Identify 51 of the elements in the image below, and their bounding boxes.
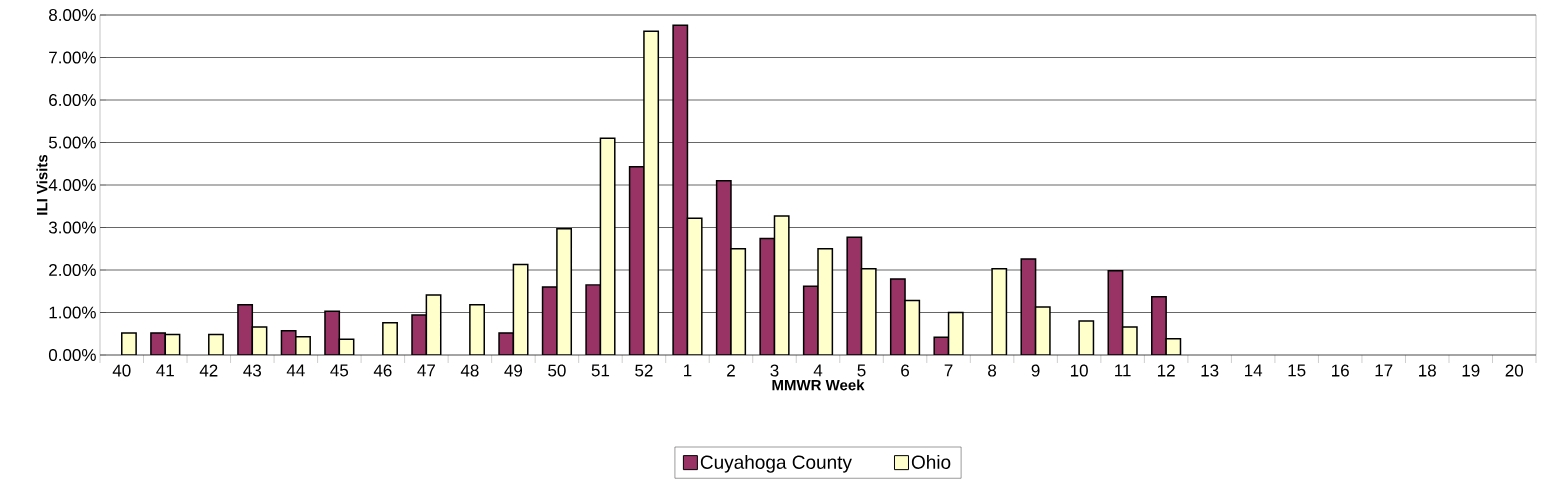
y-tick-label: 2.00%	[49, 263, 96, 277]
x-tick-label: 3	[770, 364, 779, 377]
y-tick-label: 6.00%	[49, 93, 96, 107]
x-tick-label: 40	[112, 364, 131, 377]
x-tick-label: 12	[1157, 364, 1175, 377]
bar	[599, 137, 616, 355]
x-tick-label: 47	[417, 364, 435, 377]
x-tick-label: 51	[591, 364, 610, 377]
x-tick-label: 18	[1419, 364, 1436, 377]
x-tick-label: 19	[1462, 364, 1480, 377]
y-tick-label: 3.00%	[48, 221, 96, 234]
bar	[643, 30, 660, 355]
x-tick-label: 15	[1288, 364, 1306, 377]
x-tick-label: 46	[373, 364, 392, 377]
y-tick-label: 0.00%	[48, 348, 96, 362]
x-tick-label: 45	[330, 364, 349, 377]
x-tick-label: 42	[199, 364, 218, 377]
x-tick-label: 10	[1070, 364, 1088, 377]
x-tick-label: 44	[286, 364, 305, 377]
x-tick-label: 9	[1031, 364, 1040, 377]
y-axis-title: ILI Visits	[36, 154, 48, 215]
x-tick-label: 17	[1375, 364, 1393, 377]
y-tick-label: 5.00%	[48, 136, 96, 149]
x-tick-label: 7	[944, 364, 953, 377]
x-tick-label: 8	[988, 364, 997, 377]
x-tick-label: 52	[635, 364, 653, 377]
x-tick-label: 50	[548, 364, 566, 377]
x-tick-label: 49	[504, 364, 523, 377]
x-tick-label: 48	[460, 364, 479, 377]
legend-label: Cuyahoga County	[700, 455, 852, 473]
y-tick-label: 4.00%	[48, 178, 96, 192]
x-tick-label: 6	[901, 364, 910, 377]
x-tick-label: 43	[243, 364, 262, 377]
y-tick-label: 7.00%	[49, 51, 96, 64]
x-tick-label: 4	[813, 364, 823, 377]
x-tick-label: 41	[156, 364, 174, 377]
bar	[628, 165, 645, 355]
legend-label: Ohio	[911, 455, 951, 469]
bar	[672, 24, 689, 355]
x-tick-label: 11	[1115, 364, 1131, 377]
y-tick-label: 1.00%	[49, 306, 96, 319]
y-tick-label: 8.00%	[49, 8, 96, 22]
x-tick-label: 5	[857, 364, 866, 377]
x-tick-label: 1	[684, 364, 692, 377]
x-tick-label: 20	[1505, 364, 1524, 377]
x-tick-label: 13	[1201, 364, 1219, 377]
x-tick-label: 16	[1332, 364, 1349, 377]
x-tick-label: 2	[727, 364, 735, 377]
bar	[715, 180, 732, 355]
x-tick-label: 14	[1245, 364, 1263, 377]
x-axis-title: MMWR Week	[772, 379, 865, 391]
